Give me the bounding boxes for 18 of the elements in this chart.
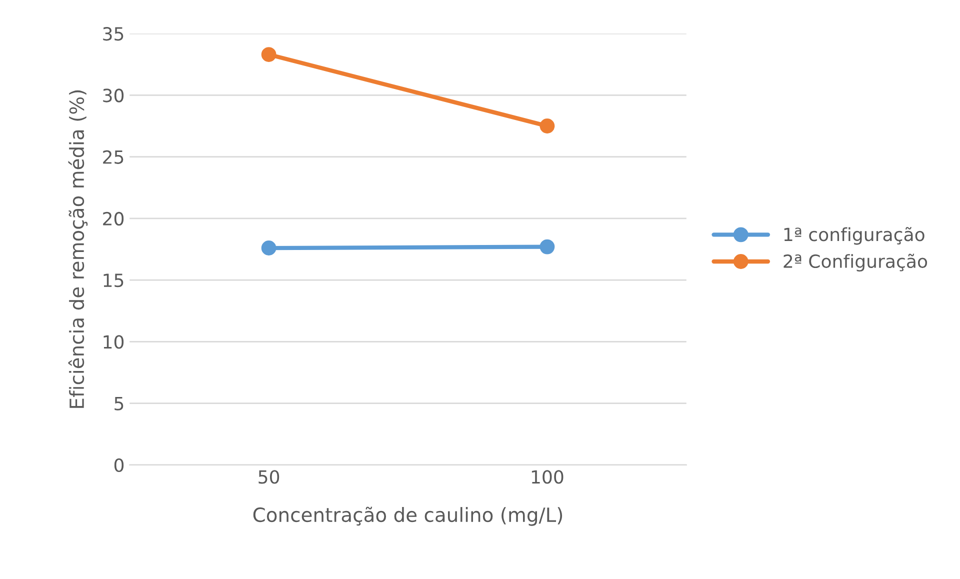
y-tick-label: 0 — [114, 458, 124, 472]
point — [540, 239, 555, 254]
y-tick-label: 15 — [104, 274, 124, 288]
y-tick-label: 10 — [104, 335, 124, 349]
point — [261, 47, 276, 62]
x-axis-title: Concentração de caulino (mg/L) — [253, 506, 562, 526]
point — [261, 240, 276, 256]
y-tick-label: 25 — [103, 150, 124, 164]
legend-label: 2ª Configuração — [784, 254, 928, 272]
point — [540, 118, 555, 134]
y-tick-label: 35 — [103, 27, 124, 41]
x-tick-label: 100 — [532, 470, 564, 484]
legend-label: 1ª configuração — [784, 226, 924, 245]
x-tick-label: 50 — [258, 470, 280, 484]
y-tick-label: 30 — [103, 88, 124, 102]
y-axis-title: Eficiência de remoção média (%) — [68, 90, 88, 408]
y-tick-label: 5 — [114, 397, 124, 410]
y-tick-label: 20 — [103, 212, 124, 226]
